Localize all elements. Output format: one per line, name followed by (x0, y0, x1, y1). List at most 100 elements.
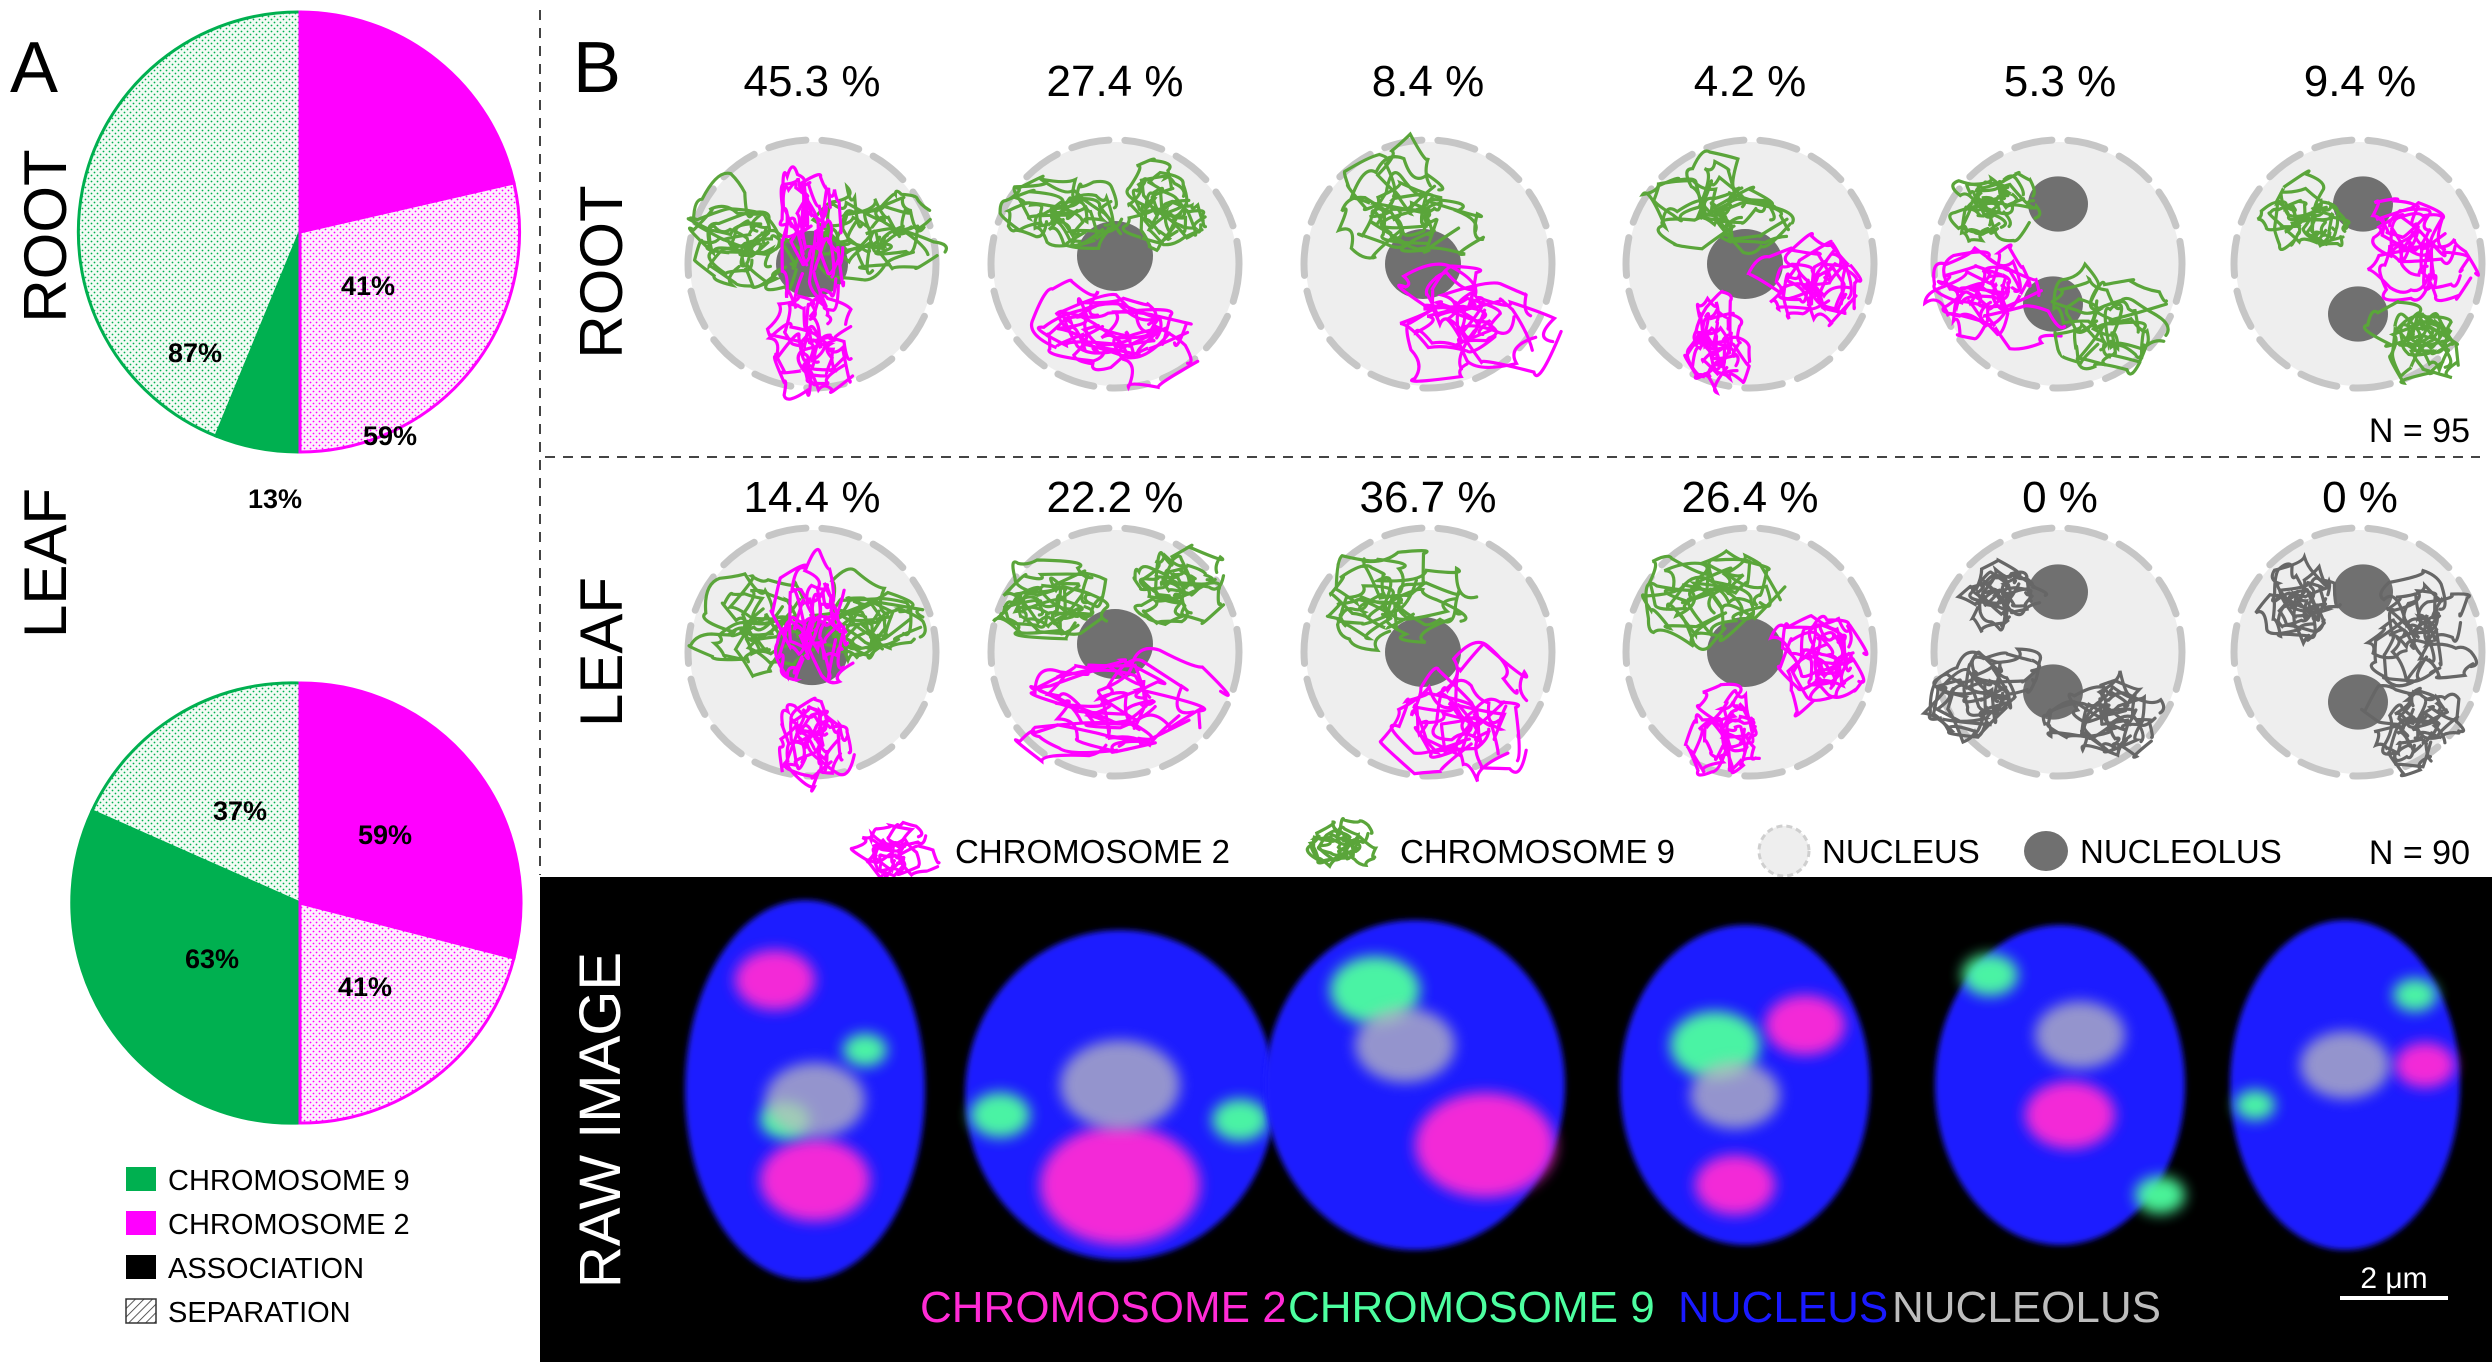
chromatin-loop (705, 210, 787, 256)
chromatin-loop (1769, 282, 1831, 313)
chromatin-loop (1139, 195, 1177, 253)
chromatin-loop (1981, 572, 2049, 615)
chromatin-loop (2381, 703, 2421, 763)
chromatin-loop (1931, 678, 1998, 735)
chromosome-9-territory (2362, 300, 2460, 386)
chromatin-loop (2052, 261, 2101, 325)
legend-chr2-glyph (849, 820, 941, 882)
chromatin-loop (2284, 217, 2328, 245)
root-nuclei-row (684, 131, 2486, 401)
chromatin-loop (1639, 179, 1727, 233)
root-nucleus-schematic (987, 136, 1243, 392)
chromatin-loop (1356, 207, 1436, 249)
legend-b-chr2-label: CHROMOSOME 2 (955, 833, 1230, 870)
root-pct: 27.4 % (1047, 57, 1184, 106)
raw-chr9-signal (1330, 956, 1420, 1024)
root-nucleus-schematic (1922, 136, 2186, 392)
chromatin-loop (1012, 583, 1081, 629)
root-pie-label-41: 41% (341, 271, 395, 301)
chromatin-loop (1707, 557, 1771, 608)
leaf-row-label-a: LEAF (12, 488, 79, 638)
chromatin-loop (790, 547, 846, 629)
nucleolus (2328, 286, 2388, 342)
leaf-pie-chr9-association (70, 809, 302, 1125)
root-percentages: 45.3 % 27.4 % 8.4 % 4.2 % 5.3 % 9.4 % (744, 57, 2417, 106)
leaf-pie-chr9-separation (90, 681, 302, 906)
nucleus-envelope (987, 136, 1243, 392)
chromatin-loop (876, 229, 948, 271)
panel-b-legend: CHROMOSOME 2 CHROMOSOME 9 NUCLEUS NUCLEO… (849, 817, 2282, 882)
chromatin-loop (2272, 200, 2302, 251)
chromatin-loop (812, 236, 846, 312)
chromatin-loop (773, 615, 809, 682)
chromatin-loop (782, 734, 833, 780)
raw-cells (685, 900, 2460, 1280)
legend-chr2-label: CHROMOSOME 2 (168, 1209, 410, 1241)
legend-b-nucleus-label: NUCLEUS (1822, 833, 1980, 870)
panel-a-legend: CHROMOSOME 9 CHROMOSOME 2 ASSOCIATION SE… (125, 1165, 410, 1329)
root-pie-label-13: 13% (248, 484, 302, 514)
nucleolus (2028, 176, 2088, 232)
leaf-nucleus-schematic (1920, 524, 2186, 780)
leaf-nucleus-schematic (684, 524, 940, 793)
chromatin-loop (1644, 581, 1744, 648)
chromatin-loop (1970, 664, 2017, 714)
raw-nucleolus-signal (2300, 1031, 2390, 1099)
chromatin-loop (2279, 186, 2328, 219)
chromatin-loop (1338, 584, 1395, 641)
chromatin-loop (1970, 651, 2042, 684)
raw-chr2-signal (1765, 995, 1845, 1055)
chromatin-loop (2309, 200, 2340, 240)
chromatin-loop (1967, 268, 2010, 337)
chromatin-loop (1056, 300, 1162, 357)
chromatin-loop (765, 294, 817, 344)
chromatin-loop (1780, 613, 1851, 679)
chromosome-2-territory (1920, 647, 2042, 745)
chromatin-loop (1361, 549, 1429, 600)
nucleus-envelope (2230, 136, 2486, 392)
chromatin-loop (2075, 320, 2147, 376)
leaf-nucleus-schematic (987, 524, 1243, 780)
chromosome-9-territory (2360, 684, 2466, 778)
leaf-pie-chr2-association (298, 681, 523, 960)
chromatin-loop (745, 618, 821, 668)
chromatin-loop (1017, 597, 1088, 636)
chromatin-loop (894, 844, 941, 878)
legend-chr2-swatch (126, 1211, 156, 1235)
legend-nucleus-glyph (1757, 824, 1811, 878)
chromosome-2-territory (777, 696, 856, 793)
chromatin-loop (1413, 308, 1493, 348)
chromatin-loop (1389, 691, 1477, 755)
chromatin-loop (886, 820, 928, 847)
leaf-pct: 0 % (2322, 473, 2398, 522)
legend-chr9-swatch (126, 1167, 156, 1191)
raw-image-label: RAW IMAGE (568, 952, 633, 1288)
leaf-pie-label-41: 41% (338, 972, 392, 1002)
chromatin-loop (1133, 594, 1187, 627)
chromosome-9-territory (1305, 817, 1379, 869)
leaf-pie: 37% 63% 59% 41% (70, 681, 523, 1125)
raw-chr2-signal (735, 950, 815, 1010)
chromatin-loop (2392, 735, 2433, 778)
raw-nucleus-image (685, 900, 925, 1280)
root-n-count: N = 95 (2369, 412, 2470, 450)
chromatin-loop (1164, 202, 1207, 230)
chromatin-loop (1096, 646, 1230, 731)
chromosome-2-territory (765, 294, 855, 401)
chromatin-loop (1164, 543, 1226, 591)
chromatin-loop (1334, 553, 1418, 614)
chromatin-loop (1143, 186, 1187, 241)
leaf-nuclei-row (684, 524, 2486, 793)
root-pie-label-59: 59% (363, 421, 417, 451)
chromatin-loop (1325, 594, 1393, 626)
chromatin-loop (2270, 562, 2308, 609)
chromatin-loop (1049, 569, 1108, 618)
chromatin-loop (788, 587, 815, 649)
chromatin-loop (1663, 561, 1745, 605)
chromatin-loop (1369, 192, 1478, 254)
chromatin-loop (1139, 552, 1195, 601)
chromatin-loop (1695, 682, 1743, 724)
chromatin-loop (1951, 179, 2010, 208)
chromatin-loop (2109, 714, 2154, 759)
chromatin-loop (825, 596, 895, 652)
